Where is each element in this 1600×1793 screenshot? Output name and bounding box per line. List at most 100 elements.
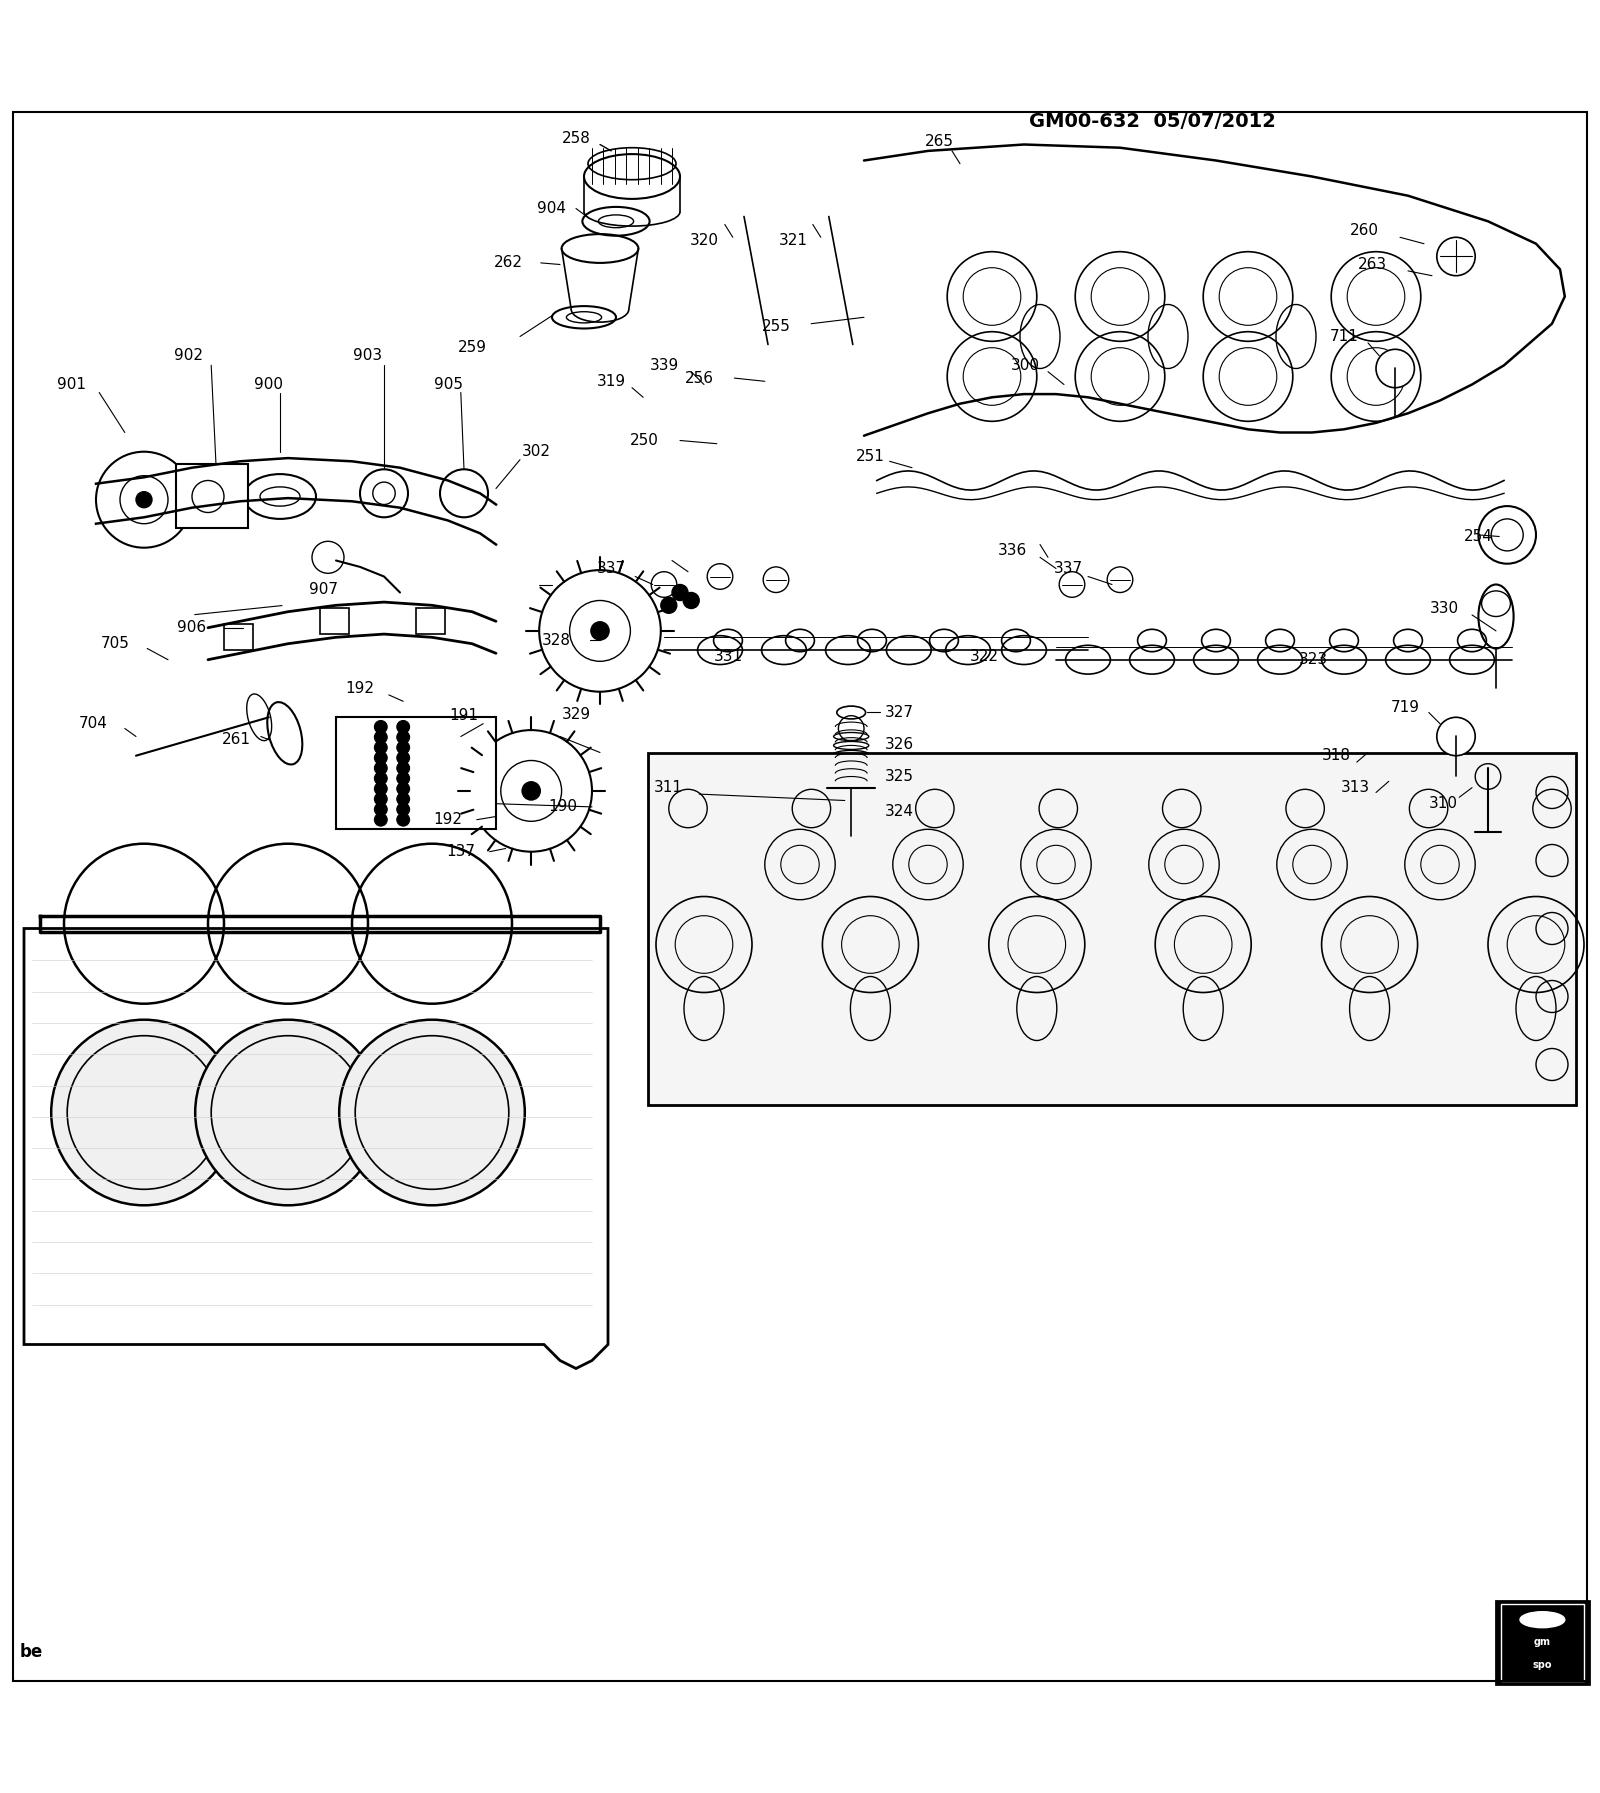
Text: 310: 310	[1429, 796, 1458, 810]
Text: 337: 337	[597, 561, 626, 576]
Ellipse shape	[1130, 645, 1174, 674]
Text: 331: 331	[714, 649, 742, 663]
Circle shape	[136, 491, 152, 507]
Text: 320: 320	[690, 233, 718, 247]
Circle shape	[397, 782, 410, 794]
Circle shape	[397, 721, 410, 733]
Circle shape	[374, 803, 387, 816]
Circle shape	[374, 814, 387, 827]
Ellipse shape	[1322, 645, 1366, 674]
Circle shape	[672, 585, 688, 601]
Bar	[224, 624, 253, 651]
Text: 323: 323	[1299, 653, 1328, 667]
Text: 906: 906	[178, 620, 206, 635]
Circle shape	[339, 1020, 525, 1205]
Text: 905: 905	[434, 377, 462, 393]
Circle shape	[374, 782, 387, 794]
Circle shape	[1107, 567, 1133, 592]
Text: 328: 328	[542, 633, 571, 647]
Circle shape	[397, 732, 410, 744]
Circle shape	[522, 782, 541, 800]
Text: 901: 901	[58, 377, 86, 393]
Text: 903: 903	[354, 348, 382, 364]
Circle shape	[661, 597, 677, 613]
Ellipse shape	[762, 637, 806, 665]
Circle shape	[707, 563, 733, 590]
Text: 719: 719	[1390, 701, 1419, 715]
Text: 329: 329	[562, 706, 590, 721]
Circle shape	[1478, 506, 1536, 563]
Ellipse shape	[1002, 637, 1046, 665]
Text: 704: 704	[78, 715, 107, 732]
Circle shape	[374, 732, 387, 744]
Text: 262: 262	[494, 255, 523, 271]
Ellipse shape	[1450, 645, 1494, 674]
Text: 900: 900	[254, 377, 283, 393]
Circle shape	[397, 814, 410, 827]
Circle shape	[397, 803, 410, 816]
Text: be: be	[19, 1644, 43, 1662]
Bar	[416, 608, 445, 635]
Text: 336: 336	[998, 543, 1027, 558]
Circle shape	[1059, 572, 1085, 597]
Text: 325: 325	[885, 769, 914, 784]
Ellipse shape	[1258, 645, 1302, 674]
Text: 251: 251	[856, 448, 885, 464]
Text: 326: 326	[885, 737, 914, 751]
Text: 311: 311	[654, 780, 683, 796]
Circle shape	[1376, 350, 1414, 387]
Circle shape	[374, 793, 387, 805]
Text: 321: 321	[779, 233, 808, 247]
Text: 902: 902	[174, 348, 203, 364]
Circle shape	[374, 741, 387, 753]
Text: 254: 254	[1464, 529, 1493, 543]
Text: 265: 265	[925, 134, 954, 149]
Circle shape	[651, 572, 677, 597]
Circle shape	[374, 762, 387, 775]
Text: 318: 318	[1322, 748, 1350, 764]
Text: 327: 327	[885, 705, 914, 721]
Ellipse shape	[1066, 645, 1110, 674]
Text: 711: 711	[1330, 328, 1358, 344]
Circle shape	[374, 751, 387, 764]
Text: 904: 904	[538, 201, 566, 215]
Circle shape	[51, 1020, 237, 1205]
Text: 319: 319	[597, 373, 626, 389]
Text: 250: 250	[630, 432, 659, 448]
Text: 330: 330	[1430, 601, 1459, 617]
Text: 137: 137	[446, 845, 475, 859]
Bar	[320, 608, 349, 635]
Circle shape	[397, 751, 410, 764]
Text: 258: 258	[562, 131, 590, 145]
Text: 907: 907	[309, 581, 338, 597]
Text: 261: 261	[222, 732, 251, 748]
Bar	[176, 464, 248, 529]
Text: 192: 192	[434, 812, 462, 827]
Text: 190: 190	[549, 800, 578, 814]
Text: 263: 263	[1358, 256, 1387, 273]
Text: 260: 260	[1350, 224, 1379, 238]
Text: 259: 259	[458, 341, 486, 355]
Circle shape	[590, 622, 610, 640]
Circle shape	[374, 773, 387, 785]
Ellipse shape	[1386, 645, 1430, 674]
Text: 337: 337	[1054, 561, 1083, 576]
Circle shape	[1437, 237, 1475, 276]
Text: GM00-632  05/07/2012: GM00-632 05/07/2012	[1029, 113, 1275, 131]
Text: gm: gm	[1534, 1637, 1550, 1648]
Ellipse shape	[1520, 1612, 1565, 1628]
Circle shape	[397, 773, 410, 785]
Text: 191: 191	[450, 708, 478, 723]
Text: 302: 302	[522, 445, 550, 459]
Circle shape	[374, 721, 387, 733]
Circle shape	[1437, 717, 1475, 755]
Text: 300: 300	[1011, 359, 1040, 373]
Text: 256: 256	[685, 371, 714, 385]
Text: 192: 192	[346, 681, 374, 696]
Ellipse shape	[698, 637, 742, 665]
Ellipse shape	[946, 637, 990, 665]
Text: 339: 339	[650, 359, 678, 373]
Ellipse shape	[826, 637, 870, 665]
Circle shape	[195, 1020, 381, 1205]
Text: spo: spo	[1533, 1660, 1552, 1669]
